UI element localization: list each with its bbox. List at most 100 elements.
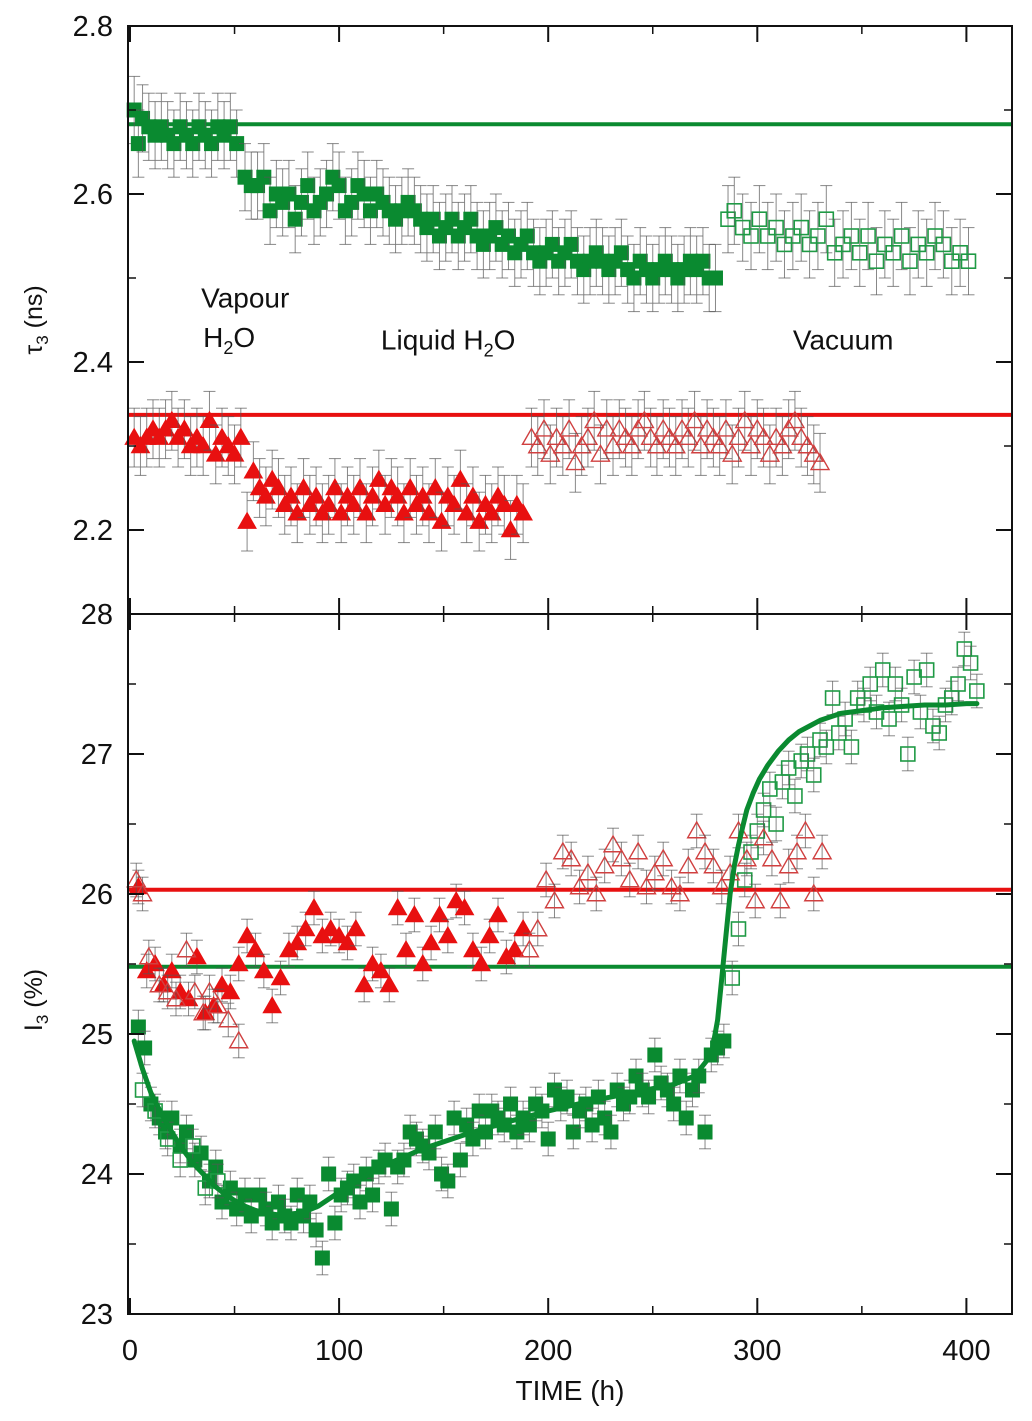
triangle-marker xyxy=(287,503,308,521)
square-marker xyxy=(270,1194,286,1210)
triangle-marker xyxy=(456,503,477,521)
triangle-marker xyxy=(396,939,416,958)
square-marker xyxy=(319,186,335,202)
red-filled-triangle-point xyxy=(329,918,349,954)
square-marker xyxy=(935,236,952,253)
square-marker xyxy=(950,676,966,692)
red-open-triangle-point xyxy=(803,424,824,485)
square-marker xyxy=(805,767,822,783)
bottom-panel: 23 24 25 26 27 28 0 100 200 300 400 I3 (%) TIME (… xyxy=(20,599,1013,1406)
green-filled-square-point xyxy=(582,227,598,296)
red-open-triangle-point xyxy=(199,974,220,1010)
red-open-triangle-point xyxy=(527,911,548,947)
y-tick-label: 2.6 xyxy=(73,179,113,211)
green-filled-square-point xyxy=(440,1163,456,1199)
red-open-triangles-series xyxy=(521,390,831,493)
red-filled-triangle-point xyxy=(312,483,333,544)
triangle-marker xyxy=(602,834,624,853)
green-filled-square-point xyxy=(576,235,592,304)
triangle-marker xyxy=(686,820,707,839)
red-open-triangle-point xyxy=(176,932,197,968)
y-tick-label: 28 xyxy=(81,599,113,631)
y-tick-label: 2.8 xyxy=(73,11,113,43)
triangle-marker xyxy=(784,410,806,429)
square-marker xyxy=(768,219,784,236)
green-filled-square-point xyxy=(197,101,213,170)
triangle-marker xyxy=(431,511,452,529)
green-open-square-point xyxy=(950,666,966,702)
red-filled-triangle-point xyxy=(178,981,199,1017)
bottom-ticks xyxy=(128,613,1012,1315)
triangle-marker xyxy=(513,918,533,937)
square-marker xyxy=(208,1159,224,1175)
red-filled-triangle-point xyxy=(354,967,375,1003)
red-filled-triangle-point xyxy=(471,946,492,982)
green-filled-square-point xyxy=(160,101,176,170)
red-open-triangle-point xyxy=(728,407,749,468)
triangle-marker xyxy=(544,890,565,909)
square-marker xyxy=(365,1187,381,1203)
triangle-marker xyxy=(479,925,500,944)
green-open-square-point xyxy=(810,201,826,271)
square-marker xyxy=(697,1124,713,1140)
square-marker xyxy=(835,236,851,253)
red-open-triangle-point xyxy=(686,813,707,849)
green-open-square-point xyxy=(918,652,935,688)
green-open-square-point xyxy=(835,210,851,279)
triangle-marker xyxy=(356,503,377,521)
triangle-marker xyxy=(165,988,187,1007)
red-open-triangle-point xyxy=(621,416,643,476)
red-open-triangle-point xyxy=(778,848,799,884)
square-marker xyxy=(252,1187,268,1203)
green-open-square-point xyxy=(793,193,810,262)
triangle-marker xyxy=(168,427,188,445)
red-open-triangle-point xyxy=(558,399,580,460)
square-marker xyxy=(446,1110,462,1126)
square-marker xyxy=(628,1068,644,1084)
green-filled-square-point xyxy=(444,185,460,254)
green-open-square-point xyxy=(885,218,902,287)
red-filled-triangle-point xyxy=(479,918,500,954)
triangle-marker xyxy=(709,435,730,454)
green-filled-square-point xyxy=(289,1177,305,1213)
green-filled-square-point xyxy=(670,243,686,313)
triangle-marker xyxy=(761,848,783,867)
green-filled-square-point xyxy=(457,193,473,262)
square-marker xyxy=(960,253,977,269)
red-open-triangle-point xyxy=(772,416,793,476)
green-filled-square-point xyxy=(216,101,232,170)
red-open-triangle-point xyxy=(786,834,808,870)
triangle-marker xyxy=(772,435,793,454)
red-open-triangle-point xyxy=(791,407,812,468)
green-filled-square-point xyxy=(308,1212,324,1248)
red-filled-triangle-point xyxy=(224,424,245,485)
green-filled-square-point xyxy=(682,227,698,296)
red-filled-triangle-point xyxy=(362,466,383,527)
triangle-marker xyxy=(454,897,475,916)
green-open-square-point xyxy=(730,911,747,947)
square-marker xyxy=(887,676,904,692)
triangle-marker xyxy=(552,841,574,860)
triangle-marker xyxy=(224,444,245,462)
red-open-triangle-point xyxy=(552,834,574,870)
green-filled-square-point xyxy=(438,193,454,262)
green-open-square-point xyxy=(776,210,793,279)
green-filled-square-point xyxy=(256,143,272,212)
triangle-marker xyxy=(558,418,580,437)
triangle-marker xyxy=(218,1009,239,1028)
triangle-marker xyxy=(494,494,515,513)
bottom-y-axis-unit: (%) xyxy=(20,969,48,1015)
square-marker xyxy=(843,739,860,755)
bottom-fit-curve xyxy=(131,701,980,1218)
triangle-marker xyxy=(178,988,199,1007)
green-filled-square-point xyxy=(503,1086,519,1122)
triangle-marker xyxy=(368,469,389,487)
square-marker xyxy=(204,136,220,152)
green-filled-square-point xyxy=(651,235,667,304)
red-open-triangle-point xyxy=(184,974,206,1010)
red-filled-triangle-point xyxy=(412,946,433,982)
green-open-square-point xyxy=(943,227,960,296)
red-open-triangle-point xyxy=(565,432,586,493)
triangle-marker xyxy=(295,918,316,937)
triangle-marker xyxy=(404,904,425,923)
